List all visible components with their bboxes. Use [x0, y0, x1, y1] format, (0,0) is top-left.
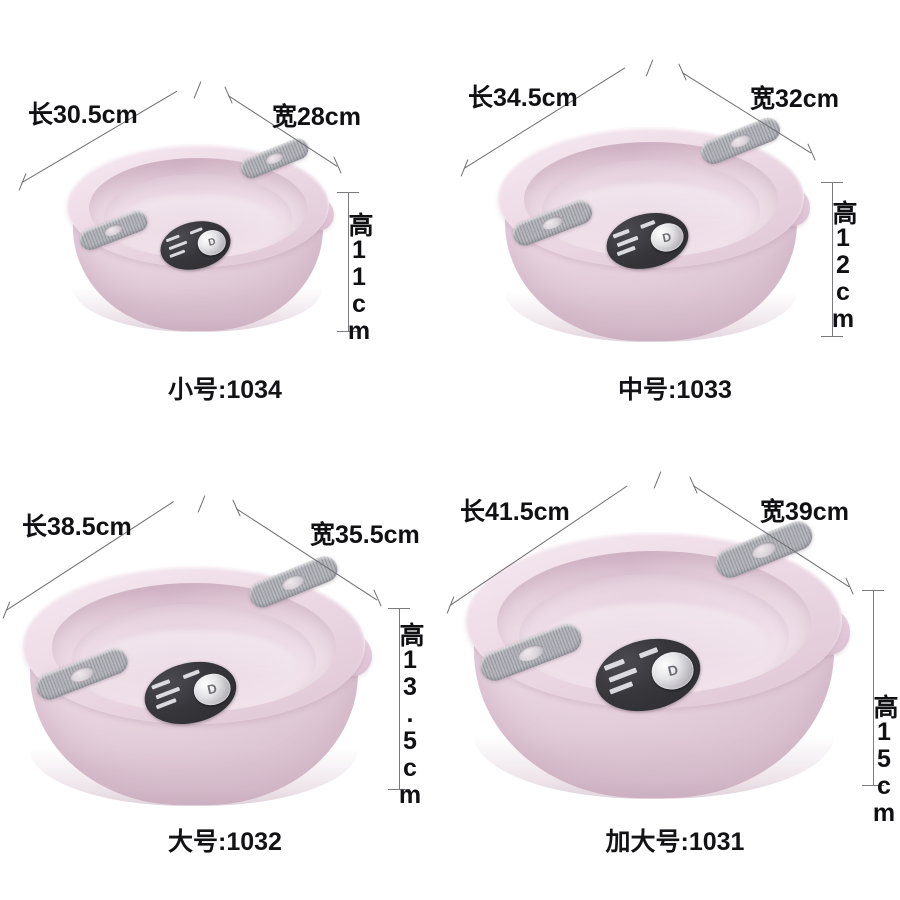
length-tick-start: [18, 173, 27, 191]
width-label: 宽35.5cm: [310, 521, 420, 549]
basin-illustration-large: D: [16, 548, 372, 810]
length-tick-end: [645, 59, 654, 77]
length-tick-end: [197, 495, 206, 513]
handle-hole: [67, 663, 96, 685]
height-dimension-line: [832, 182, 834, 337]
length-tick-end: [193, 81, 202, 99]
height-label: 高15cm: [870, 694, 898, 826]
medallion: D: [648, 648, 698, 694]
height-cap-bottom: [337, 331, 359, 333]
handle-hole: [263, 150, 285, 167]
product-panel-medium: D 长34.5cm 宽32cm 高12cm 中号:1033: [450, 0, 900, 450]
handle-hole: [748, 538, 779, 562]
handle-hole: [280, 571, 308, 593]
height-cap-top: [388, 608, 410, 610]
medallion: D: [648, 220, 687, 255]
length-tick-start: [460, 159, 469, 177]
basin-illustration-small: D: [62, 130, 334, 335]
medallion: D: [195, 227, 229, 259]
medallion-letter: D: [666, 662, 680, 681]
height-dimension-line: [348, 192, 350, 332]
handle-hole: [103, 222, 125, 239]
product-caption-xlarge: 加大号:1031: [605, 828, 745, 856]
product-caption-medium: 中号:1033: [618, 376, 732, 404]
height-cap-top: [821, 182, 843, 184]
length-label: 长38.5cm: [22, 513, 132, 541]
width-label: 宽28cm: [272, 103, 361, 131]
height-dimension-line: [873, 590, 875, 786]
height-cap-bottom: [388, 789, 410, 791]
product-panel-large: D 长38.5cm 宽35.5cm 高13.5cm 大号:1032: [0, 450, 450, 900]
height-dimension-line: [399, 608, 401, 790]
height-label: 高11cm: [345, 212, 373, 344]
medallion-letter: D: [206, 681, 219, 698]
medallion: D: [190, 670, 234, 709]
medallion-letter: D: [661, 229, 674, 246]
height-cap-top: [862, 590, 884, 592]
length-label: 长34.5cm: [468, 84, 578, 112]
length-tick-end: [653, 471, 662, 489]
height-cap-bottom: [862, 785, 884, 787]
product-caption-large: 大号:1032: [168, 828, 282, 856]
product-panel-xlarge: D 长41.5cm 宽39cm 高15cm 加大号:1031: [446, 450, 900, 900]
handle-hole: [727, 131, 753, 150]
height-label: 高12cm: [829, 200, 857, 332]
height-cap-bottom: [821, 336, 843, 338]
handle-hole: [515, 640, 546, 664]
handle-hole: [540, 214, 565, 233]
basin-illustration-xlarge: D: [458, 512, 850, 804]
length-label: 长41.5cm: [460, 498, 570, 526]
product-caption-small: 小号:1034: [168, 376, 282, 404]
width-tick-start: [678, 63, 687, 81]
length-tick-start: [2, 601, 11, 619]
basin-illustration-medium: D: [492, 110, 810, 346]
width-label: 宽32cm: [750, 85, 839, 113]
width-tick-start: [689, 476, 698, 494]
product-panel-small: D 长30.5cm 宽28cm 高11cm 小号:1034: [0, 0, 450, 450]
width-label: 宽39cm: [760, 498, 849, 526]
length-label: 长30.5cm: [28, 101, 138, 129]
width-tick-start: [232, 499, 241, 517]
height-label: 高13.5cm: [396, 622, 424, 808]
height-cap-top: [337, 192, 359, 194]
width-tick-start: [224, 86, 233, 104]
medallion-letter: D: [207, 236, 217, 249]
